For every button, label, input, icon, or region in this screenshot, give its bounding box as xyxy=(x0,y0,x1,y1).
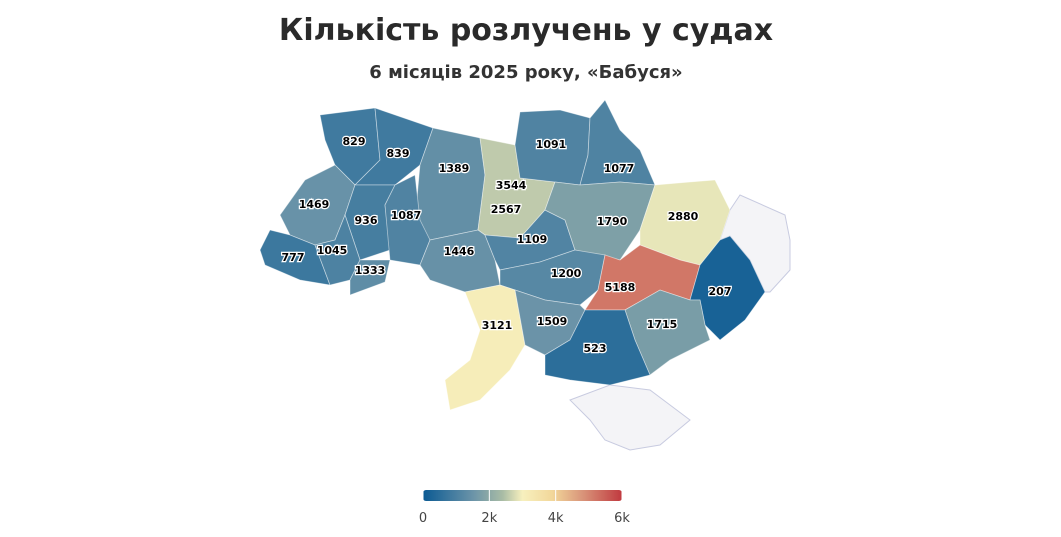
colorbar-tick-label: 4k xyxy=(548,511,564,526)
region-label: 829 xyxy=(343,135,366,148)
region-no-data xyxy=(569,384,691,451)
region-label: 207 xyxy=(709,285,732,298)
region-label: 3121 xyxy=(482,319,513,332)
region-label: 5188 xyxy=(605,281,636,294)
region xyxy=(259,229,331,286)
region xyxy=(444,284,526,411)
region-label: 2880 xyxy=(668,210,699,223)
region xyxy=(349,259,391,296)
region-label: 1389 xyxy=(439,162,470,175)
region-label: 1469 xyxy=(299,198,330,211)
region-label: 1790 xyxy=(597,215,628,228)
region-label: 1446 xyxy=(444,245,475,258)
region-label: 839 xyxy=(387,147,410,160)
region-label: 1077 xyxy=(604,162,635,175)
region-label: 3544 xyxy=(496,179,527,192)
region-labels: 829 839 1389 3544 2567 1091 1077 1469 936 1087 777… xyxy=(280,134,732,357)
regions xyxy=(259,99,791,451)
region-label: 523 xyxy=(584,342,607,355)
region-label: 1200 xyxy=(551,267,582,280)
region-label: 1087 xyxy=(391,209,422,222)
chart-subtitle: 6 місяців 2025 року, «Бабуся» xyxy=(369,62,682,83)
region-label: 1109 xyxy=(517,233,548,246)
region-label: 1333 xyxy=(355,264,386,277)
region-label: 777 xyxy=(282,251,305,264)
colorbar-tick-label: 6k xyxy=(614,511,630,526)
region-label: 936 xyxy=(355,214,378,227)
chart-title: Кількість розлучень у судах xyxy=(279,13,773,48)
region-label: 1045 xyxy=(317,244,348,257)
region-label: 1715 xyxy=(647,318,678,331)
region xyxy=(544,181,656,261)
colorbar xyxy=(423,490,622,501)
colorbar-tick-label: 2k xyxy=(481,511,497,526)
region-label: 1509 xyxy=(537,315,568,328)
region xyxy=(689,235,766,341)
region xyxy=(544,309,651,386)
region-label: 2567 xyxy=(491,203,522,216)
region-label: 1091 xyxy=(536,138,567,151)
colorbar-tick-label: 0 xyxy=(419,511,427,526)
